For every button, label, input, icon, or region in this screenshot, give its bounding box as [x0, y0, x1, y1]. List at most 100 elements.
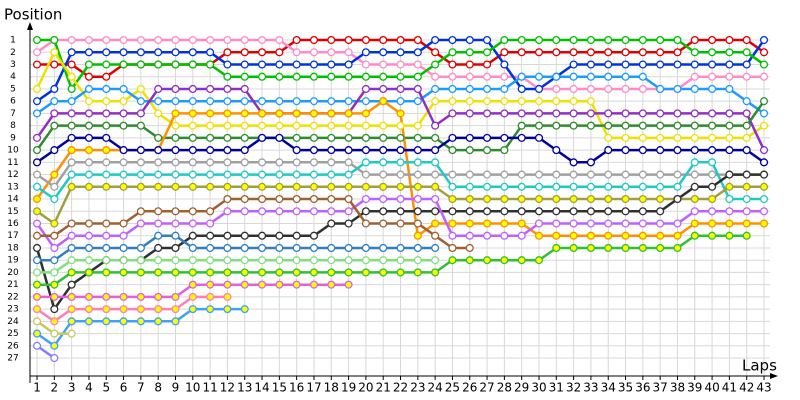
lap-marker: [188, 158, 197, 167]
lap-marker: [742, 48, 751, 57]
lap-marker: [119, 121, 128, 130]
lap-marker: [673, 219, 682, 228]
lap-marker: [708, 170, 717, 179]
lap-marker: [275, 133, 284, 142]
lap-marker: [50, 170, 59, 179]
lap-marker: [604, 84, 613, 94]
lap-marker: [206, 84, 215, 94]
lap-marker: [206, 243, 215, 253]
lap-marker: [638, 194, 647, 204]
lap-marker: [136, 243, 145, 253]
lap-marker: [500, 170, 509, 179]
lap-marker: [309, 72, 319, 81]
lap-marker: [136, 109, 145, 118]
lap-marker: [534, 97, 544, 106]
lap-marker: [102, 231, 111, 240]
lap-marker: [50, 35, 59, 45]
lap-marker: [725, 194, 734, 204]
x-tick-label: 32: [566, 381, 581, 395]
lap-marker: [240, 72, 249, 81]
lap-marker: [396, 243, 405, 253]
lap-marker: [50, 231, 59, 240]
lap-marker: [517, 182, 526, 191]
lap-marker: [413, 256, 422, 265]
lap-marker: [396, 48, 405, 57]
x-tick-label: 43: [756, 381, 771, 395]
y-tick-label: 7: [10, 109, 16, 119]
lap-marker: [344, 219, 353, 228]
lap-marker: [32, 35, 42, 45]
lap-marker: [136, 146, 145, 155]
lap-marker: [361, 72, 370, 81]
y-tick-label: 17: [7, 231, 18, 241]
lap-marker: [448, 231, 457, 240]
lap-marker: [154, 60, 163, 69]
lap-marker: [638, 84, 647, 94]
lap-marker: [50, 256, 59, 265]
lap-marker: [292, 170, 301, 179]
lap-marker: [742, 194, 751, 204]
lap-marker: [656, 121, 665, 130]
y-tick-label: 18: [7, 243, 19, 253]
lap-marker: [84, 317, 94, 326]
lap-marker: [517, 133, 526, 142]
lap-marker: [344, 280, 353, 289]
y-tick-label: 15: [7, 207, 18, 217]
lap-marker: [500, 72, 509, 81]
lap-marker: [656, 60, 665, 69]
lap-marker: [500, 256, 509, 265]
y-tick-label: 9: [10, 133, 16, 143]
lap-marker: [223, 194, 232, 204]
x-tick-label: 20: [358, 381, 373, 395]
lap-marker: [292, 256, 301, 265]
lap-marker: [431, 97, 440, 106]
lap-marker: [604, 170, 613, 179]
lap-marker: [275, 231, 284, 240]
lap-marker: [517, 231, 526, 240]
y-tick-label: 24: [7, 317, 19, 327]
lap-marker: [413, 194, 422, 204]
lap-marker: [240, 146, 249, 155]
x-tick-label: 9: [172, 381, 180, 395]
lap-marker: [84, 97, 94, 106]
lap-marker: [483, 60, 492, 69]
lap-marker: [223, 60, 232, 69]
lap-marker: [223, 97, 232, 106]
lap-marker: [621, 146, 630, 155]
lap-marker: [171, 97, 180, 106]
lap-marker: [517, 97, 526, 106]
lap-marker: [136, 97, 145, 106]
lap-marker: [638, 170, 647, 179]
lap-marker: [154, 268, 163, 277]
lap-marker: [604, 243, 613, 253]
lap-marker: [534, 182, 544, 191]
lap-marker: [32, 219, 42, 228]
lap-marker: [708, 60, 717, 69]
lap-marker: [154, 146, 163, 155]
lap-marker: [413, 72, 422, 81]
lap-marker: [500, 48, 509, 57]
lap-marker: [708, 219, 717, 228]
lap-marker: [344, 268, 353, 277]
lap-marker: [102, 133, 111, 142]
lap-marker: [742, 207, 751, 216]
lap-marker: [32, 329, 42, 338]
y-tick-label: 3: [10, 60, 16, 70]
lap-marker: [50, 48, 59, 57]
lap-marker: [604, 207, 613, 216]
lap-marker: [206, 231, 215, 240]
lap-marker: [448, 97, 457, 106]
lap-marker: [67, 170, 76, 179]
lap-marker: [84, 182, 94, 191]
lap-marker: [292, 48, 301, 57]
lap-marker: [708, 121, 717, 130]
lap-marker: [379, 133, 388, 142]
lap-marker: [361, 194, 370, 204]
lap-marker: [309, 35, 319, 45]
lap-marker: [223, 231, 232, 240]
lap-marker: [275, 72, 284, 81]
lap-marker: [154, 256, 163, 265]
lap-marker: [690, 35, 699, 45]
y-tick-label: 16: [7, 219, 19, 229]
